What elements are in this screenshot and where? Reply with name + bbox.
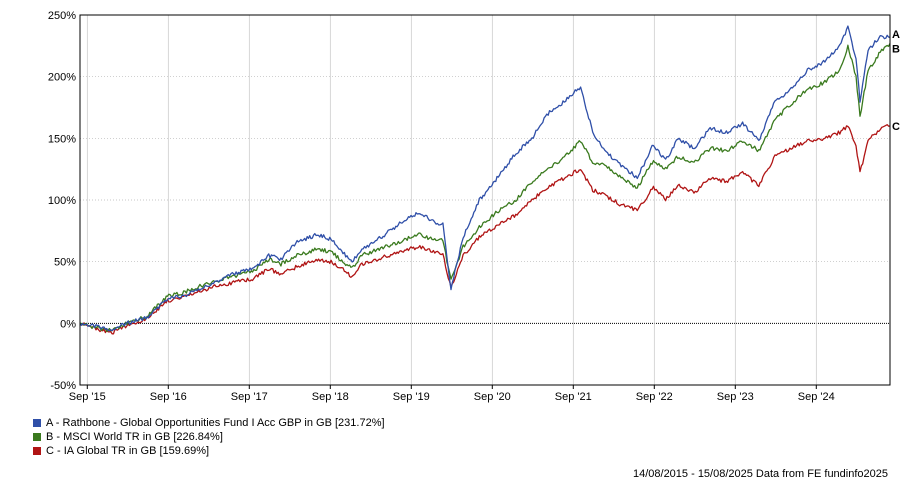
performance-chart: -50% 0% 50% 100% 150% 200% 250% Sep '15 Sep '16… — [48, 10, 900, 403]
end-label-b: B — [892, 43, 900, 55]
y-tick-label: 200% — [48, 72, 76, 84]
end-label-c: C — [892, 121, 900, 133]
legend-swatch-a — [33, 419, 41, 427]
series-line-a — [79, 25, 891, 332]
x-tick-label: Sep '17 — [231, 391, 268, 403]
y-axis: -50% 0% 50% 100% 150% 200% 250% — [48, 10, 76, 392]
x-tick-label: Sep '23 — [717, 391, 754, 403]
legend-label-b: B - MSCI World TR in GB [226.84%] — [46, 431, 223, 443]
y-tick-label: 50% — [54, 257, 76, 269]
source-footer: 14/08/2015 - 15/08/2025 Data from FE fun… — [632, 468, 888, 480]
x-tick-label: Sep '22 — [636, 391, 673, 403]
x-tick-label: Sep '19 — [393, 391, 430, 403]
x-tick-label: Sep '18 — [312, 391, 349, 403]
legend-swatch-c — [33, 447, 41, 455]
y-tick-label: 250% — [48, 10, 76, 22]
series-line-b — [79, 43, 891, 333]
legend-label-a: A - Rathbone - Global Opportunities Fund… — [46, 417, 385, 429]
y-tick-label: -50% — [50, 380, 76, 392]
x-tick-label: Sep '15 — [69, 391, 106, 403]
x-axis: Sep '15 Sep '16 Sep '17 Sep '18 Sep '19 Sep '… — [69, 385, 835, 403]
legend: A - Rathbone - Global Opportunities Fund… — [33, 416, 385, 458]
series-lines — [79, 25, 891, 335]
y-tick-label: 0% — [60, 318, 76, 330]
legend-label-c: C - IA Global TR in GB [159.69%] — [46, 445, 210, 457]
legend-item-b: B - MSCI World TR in GB [226.84%] — [33, 430, 385, 444]
series-line-c — [79, 124, 891, 335]
x-tick-label: Sep '16 — [150, 391, 187, 403]
legend-item-c: C - IA Global TR in GB [159.69%] — [33, 444, 385, 458]
end-label-a: A — [892, 29, 900, 41]
y-tick-label: 150% — [48, 133, 76, 145]
x-tick-label: Sep '21 — [555, 391, 592, 403]
series-end-labels: C BA — [892, 29, 900, 133]
x-tick-label: Sep '24 — [798, 391, 835, 403]
plot-frame — [79, 14, 891, 386]
legend-item-a: A - Rathbone - Global Opportunities Fund… — [33, 416, 385, 430]
grid — [80, 14, 890, 386]
y-tick-label: 100% — [48, 195, 76, 207]
x-tick-label: Sep '20 — [474, 391, 511, 403]
legend-swatch-b — [33, 433, 41, 441]
